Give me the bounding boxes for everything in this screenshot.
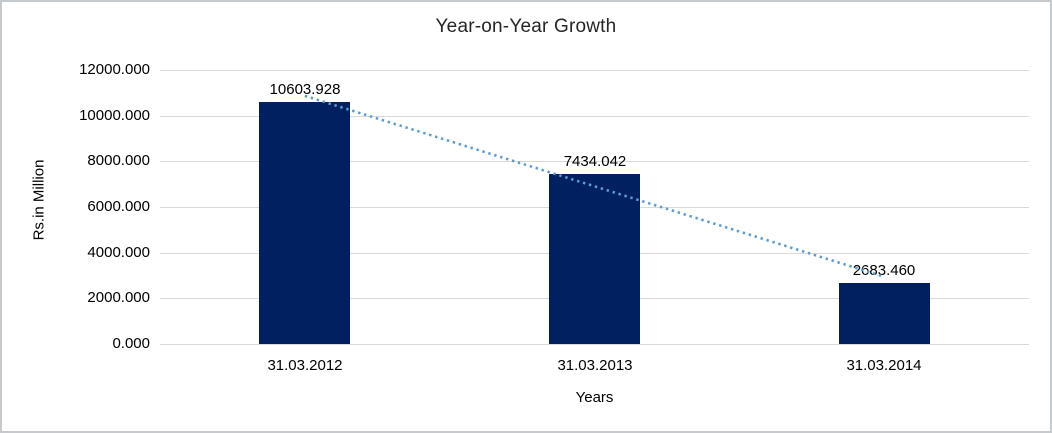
bar-31.03.2013 — [549, 174, 640, 344]
bar-31.03.2012 — [259, 102, 350, 344]
x-axis-title: Years — [575, 389, 614, 406]
gridline — [160, 344, 1029, 345]
chart-title: Year-on-Year Growth — [435, 16, 617, 37]
y-tick-label: 8000.000 — [87, 152, 150, 169]
y-tick-label: 10000.000 — [79, 107, 150, 124]
data-label: 2683.460 — [852, 262, 916, 279]
y-tick-label: 0.000 — [112, 335, 150, 352]
x-tick-label: 31.03.2012 — [267, 357, 343, 374]
y-tick-label: 4000.000 — [87, 244, 150, 261]
y-tick-label: 2000.000 — [87, 289, 150, 306]
y-tick-label: 12000.000 — [79, 61, 150, 78]
gridline — [160, 116, 1029, 117]
data-label: 10603.928 — [269, 81, 341, 98]
gridline — [160, 161, 1029, 162]
trendline — [304, 94, 885, 278]
plot-area: 10603.928 7434.042 2683.460 — [160, 70, 1029, 345]
x-tick-label: 31.03.2014 — [846, 357, 922, 374]
data-label: 7434.042 — [563, 153, 627, 170]
y-tick-label: 6000.000 — [87, 198, 150, 215]
bar-31.03.2014 — [839, 283, 930, 344]
gridline — [160, 70, 1029, 71]
x-tick-label: 31.03.2013 — [557, 357, 633, 374]
